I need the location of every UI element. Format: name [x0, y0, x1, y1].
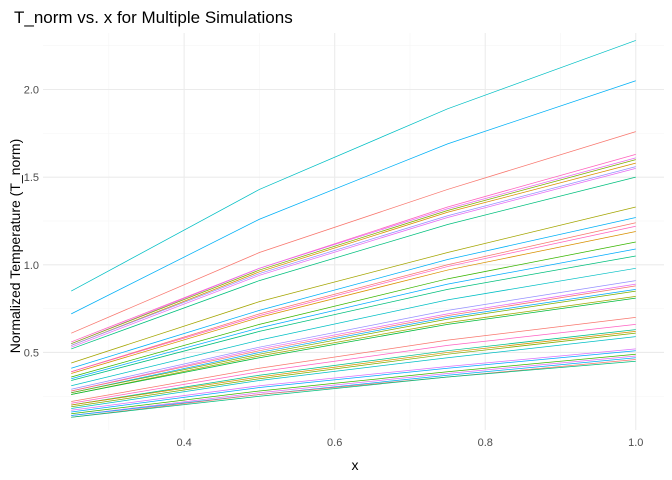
- x-tick-label: 0.6: [327, 437, 342, 449]
- series-line-31: [71, 332, 636, 408]
- series-line-9: [71, 168, 636, 348]
- x-tick-label: 1.0: [628, 437, 643, 449]
- series-line-34: [71, 350, 636, 413]
- series-line-6: [71, 159, 636, 345]
- series-line-15: [71, 231, 636, 374]
- chart-title: T_norm vs. x for Multiple Simulations: [14, 8, 293, 27]
- series-line-19: [71, 267, 636, 387]
- grid-lines: [43, 33, 664, 430]
- series-line-30: [71, 331, 636, 406]
- series-line-7: [71, 162, 636, 346]
- y-tick-label: 2.0: [24, 85, 39, 97]
- series-line-29: [71, 329, 636, 406]
- series-line-18: [71, 255, 636, 381]
- x-tick-labels: 0.4 0.6 0.8 1.0: [176, 437, 643, 449]
- series-line-12: [71, 217, 636, 369]
- y-axis-title: Normalized Temperature (T_norm): [7, 139, 23, 353]
- series-line-17: [71, 248, 636, 380]
- x-tick-label: 0.4: [176, 437, 191, 449]
- series-lines: [71, 40, 636, 418]
- series-line-23: [71, 288, 636, 394]
- series-line-28: [71, 324, 636, 404]
- series-line-38: [71, 359, 636, 418]
- series-line-1: [71, 40, 636, 292]
- y-tick-labels: 0.5 1.0 1.5 2.0: [24, 85, 39, 360]
- series-line-32: [71, 336, 636, 409]
- series-line-36: [71, 355, 636, 416]
- y-tick-label: 0.5: [24, 347, 39, 359]
- series-line-4: [71, 154, 636, 343]
- series-line-24: [71, 290, 636, 394]
- y-tick-label: 1.5: [24, 172, 39, 184]
- series-line-35: [71, 353, 636, 415]
- series-line-2: [71, 80, 636, 315]
- series-line-20: [71, 280, 636, 390]
- series-line-14: [71, 225, 636, 373]
- series-line-26: [71, 297, 636, 395]
- series-line-27: [71, 317, 636, 402]
- series-line-37: [71, 357, 636, 416]
- series-line-16: [71, 241, 636, 378]
- x-axis-title: x: [352, 457, 359, 473]
- y-tick-label: 1.0: [24, 260, 39, 272]
- series-line-13: [71, 222, 636, 373]
- series-line-21: [71, 283, 636, 392]
- series-line-39: [71, 360, 636, 418]
- x-tick-label: 0.8: [478, 437, 493, 449]
- series-line-3: [71, 131, 636, 334]
- series-line-22: [71, 285, 636, 392]
- series-line-11: [71, 206, 636, 364]
- series-line-5: [71, 157, 636, 345]
- series-line-25: [71, 295, 636, 395]
- series-line-33: [71, 348, 636, 411]
- series-line-8: [71, 166, 636, 346]
- series-line-10: [71, 176, 636, 350]
